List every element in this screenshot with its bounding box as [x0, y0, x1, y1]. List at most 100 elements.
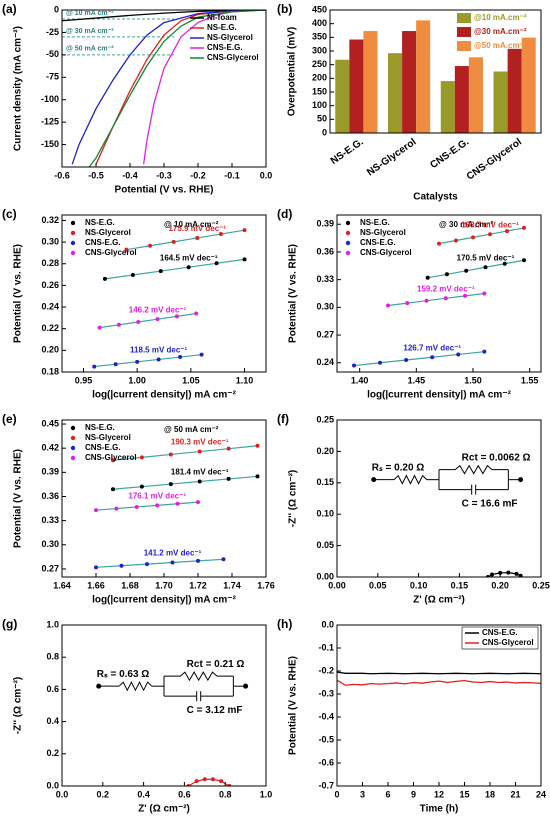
- point: [102, 276, 107, 281]
- y-tick-label: 0.33: [316, 274, 334, 284]
- legend-label: CNS-Glycerol: [482, 638, 534, 647]
- y-tick-label: 0.22: [41, 323, 59, 333]
- point: [94, 565, 98, 570]
- legend-swatch: [457, 27, 471, 37]
- y-tick-label: 0.45: [41, 418, 59, 428]
- point: [134, 504, 139, 509]
- plot: [352, 225, 526, 368]
- y-tick-label: 0.6: [46, 684, 59, 694]
- point: [114, 506, 119, 511]
- x-tick-label: 21: [510, 789, 520, 799]
- point: [443, 296, 448, 301]
- slope-label: 141.2 mV dec⁻¹: [144, 549, 202, 558]
- point: [483, 265, 488, 270]
- x-tick-label: 1.0: [260, 789, 273, 799]
- y-axis-label: Potential (V vs. RHE): [288, 656, 299, 755]
- panel-label: (g): [2, 617, 17, 631]
- y-tick-label: 0.24: [41, 301, 59, 311]
- circuit-label: Rₛ = 0.20 Ω: [372, 462, 425, 473]
- y-tick-label: 0.10: [316, 509, 334, 519]
- slope-label: 181.4 mV dec⁻¹: [171, 468, 229, 477]
- y-tick-label: -0.1: [318, 642, 334, 652]
- point: [378, 360, 383, 365]
- point: [194, 311, 199, 316]
- legend-marker: [70, 250, 76, 256]
- point: [130, 272, 135, 277]
- y-tick-label: 150: [312, 86, 327, 96]
- x-axis-label: Potential (V vs. RHE): [115, 185, 214, 196]
- x-tick-label: 15: [459, 789, 469, 799]
- axes-frame: [336, 419, 542, 578]
- legend-label: CNS-Glycerol: [85, 248, 137, 257]
- y-tick-label: 0.28: [41, 258, 59, 268]
- panel-label: (e): [2, 412, 17, 426]
- point: [196, 500, 200, 505]
- point: [255, 474, 260, 479]
- circuit-label: Rₛ = 0.63 Ω: [97, 669, 150, 680]
- y-tick-label: 0.0: [46, 780, 59, 790]
- point: [170, 560, 175, 565]
- axes-frame: [329, 9, 542, 134]
- x-tick-label: 0: [334, 789, 339, 799]
- fit-line: [104, 258, 245, 280]
- point: [464, 268, 469, 273]
- x-tick-label: 1.00: [128, 375, 146, 385]
- point: [404, 357, 409, 362]
- x-tick-label: -0.3: [156, 170, 172, 180]
- plot: [94, 443, 260, 570]
- x-tick-label: 6: [385, 789, 390, 799]
- point: [514, 571, 519, 576]
- y-tick-label: 0.2: [46, 748, 59, 758]
- circuit-label: C = 16.6 mF: [462, 498, 518, 509]
- y-tick-label: 0.26: [41, 280, 59, 290]
- point: [113, 362, 118, 367]
- point: [155, 317, 160, 322]
- panel-label: (a): [2, 2, 17, 16]
- x-tick-label: 12: [434, 789, 444, 799]
- bar: [493, 71, 508, 133]
- legend-label: NS-E.G.: [360, 218, 390, 227]
- point: [490, 572, 495, 577]
- legend-label: @30 mA.cm⁻²: [474, 27, 527, 36]
- resistor: [118, 681, 153, 692]
- y-tick-label: 0.20: [41, 345, 59, 355]
- x-tick-label: -0.1: [224, 170, 240, 180]
- resistor: [393, 474, 428, 485]
- x-axis-label: log(|current density|) mA cm⁻²: [92, 595, 237, 606]
- slope-label: 170.5 mV dec⁻¹: [457, 253, 515, 262]
- y-tick-label: 0.18: [41, 366, 59, 376]
- y-tick-label: 1.0: [46, 619, 59, 629]
- point: [218, 232, 223, 237]
- point: [197, 479, 202, 484]
- axes-frame: [336, 214, 542, 373]
- point: [219, 779, 224, 784]
- annotation: @ 10 mA cm⁻²: [164, 220, 219, 229]
- y-tick-label: -150: [41, 139, 59, 149]
- point: [242, 257, 247, 262]
- point: [168, 452, 173, 457]
- point: [199, 352, 204, 357]
- legend-marker: [70, 230, 76, 236]
- legend-label: CNS-Glycerol: [85, 453, 137, 462]
- legend-marker: [70, 240, 76, 246]
- y-tick-label: 0.05: [316, 540, 334, 550]
- legend-box: [461, 626, 539, 650]
- point: [506, 570, 511, 575]
- x-tick-label: 0.0: [260, 170, 273, 180]
- y-tick-label: 0.30: [316, 302, 334, 312]
- point: [202, 777, 207, 782]
- point: [405, 301, 410, 306]
- circuit-label: Rct = 0.21 Ω: [187, 659, 245, 670]
- y-axis-label: -Z'' (Ω cm⁻²): [13, 677, 24, 735]
- legend-marker: [70, 220, 76, 226]
- bar: [507, 48, 522, 133]
- point: [111, 458, 115, 463]
- y-tick-label: 0.36: [41, 491, 59, 501]
- x-tick-label: 0.6: [178, 789, 191, 799]
- reference-label: @ 30 mA cm⁻²: [66, 28, 114, 35]
- x-tick-label: -0.4: [122, 170, 138, 180]
- point: [255, 443, 260, 448]
- slope-label: 190.3 mV dec⁻¹: [171, 438, 229, 447]
- y-tick-label: 0.30: [41, 539, 59, 549]
- point: [139, 484, 144, 489]
